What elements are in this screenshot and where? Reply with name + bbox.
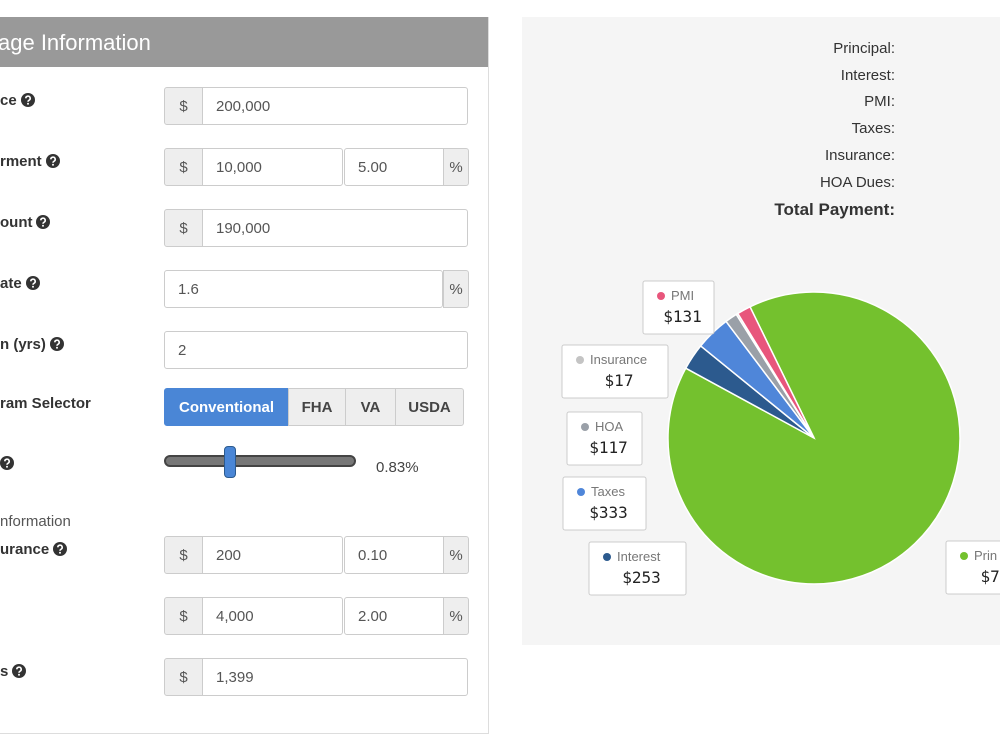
program-button[interactable]: Conventional: [164, 388, 289, 426]
pie-callout: Interest $253: [588, 541, 687, 596]
field-label: ce: [0, 90, 35, 110]
text-input[interactable]: 1.6: [164, 270, 443, 308]
help-icon[interactable]: [25, 276, 40, 290]
legend-dot: [657, 292, 665, 300]
field-label: ount: [0, 212, 51, 232]
pie-callout: Insurance $17: [561, 344, 669, 399]
section-title: nformation: [0, 513, 71, 530]
summary-label: Taxes:: [851, 120, 895, 137]
legend-dot: [576, 356, 584, 364]
label-text: rment: [0, 152, 42, 170]
form-panel: [0, 17, 489, 734]
text-input[interactable]: 190,000: [202, 209, 468, 247]
pie-callout: Taxes $333: [562, 476, 647, 531]
text-input[interactable]: 10,000: [202, 148, 343, 186]
summary-label: HOA Dues:: [819, 174, 895, 191]
input-prefix: $: [164, 148, 203, 186]
callout-box: [561, 344, 669, 399]
input-prefix: $: [164, 87, 203, 125]
pie-callout: PMI $131: [642, 280, 715, 335]
category-label: Taxes: [591, 484, 625, 499]
label-text: ount: [0, 213, 33, 231]
value-label: $17: [605, 371, 634, 390]
text-input[interactable]: 4,000: [202, 597, 343, 635]
help-icon[interactable]: [12, 664, 27, 678]
input-prefix: $: [164, 597, 203, 635]
input-prefix: $: [164, 536, 203, 574]
help-icon[interactable]: [20, 93, 35, 107]
input-suffix: %: [443, 270, 469, 308]
slider-value: 0.83%: [376, 459, 419, 476]
summary-total: Total Payment:: [774, 200, 895, 219]
legend-dot: [577, 488, 585, 496]
help-icon[interactable]: [0, 456, 14, 470]
help-icon[interactable]: [45, 154, 60, 168]
category-label: Prin: [974, 548, 997, 563]
legend-dot: [603, 553, 611, 561]
field-label: ate: [0, 273, 40, 293]
help-icon[interactable]: [49, 337, 64, 351]
label-text: ram Selector: [0, 394, 91, 412]
program-button[interactable]: USDA: [395, 388, 464, 426]
program-button[interactable]: VA: [345, 388, 396, 426]
label-text: ate: [0, 274, 22, 292]
value-label: $333: [589, 503, 628, 522]
label-text: n (yrs): [0, 335, 46, 353]
form-header: age Information: [0, 17, 488, 67]
legend-dot: [960, 552, 968, 560]
help-icon[interactable]: [53, 542, 68, 556]
label-text: ce: [0, 91, 17, 109]
summary-label: Interest:: [840, 67, 895, 84]
label-text: urance: [0, 540, 50, 558]
category-label: Insurance: [590, 352, 647, 367]
pie-slice: [736, 305, 815, 439]
field-label: rment: [0, 151, 60, 171]
pie-callout: Prin $7,: [945, 540, 1000, 595]
field-label: n (yrs): [0, 334, 64, 354]
value-label: $253: [622, 568, 661, 587]
program-button[interactable]: FHA: [288, 388, 346, 426]
field-label: urance: [0, 539, 68, 559]
input-suffix: %: [443, 148, 469, 186]
callout-box: [945, 540, 1000, 595]
category-label: Interest: [617, 549, 661, 564]
category-label: PMI: [671, 288, 694, 303]
help-icon[interactable]: [36, 215, 51, 229]
field-label: ram Selector: [0, 393, 91, 413]
pie-callout: HOA $117: [566, 411, 643, 466]
value-label: $117: [589, 438, 628, 457]
text-input[interactable]: 200,000: [202, 87, 468, 125]
field-label: s: [0, 661, 27, 681]
text-input[interactable]: 200: [202, 536, 343, 574]
input-prefix: $: [164, 658, 203, 696]
input-prefix: $: [164, 209, 203, 247]
legend-dot: [581, 423, 589, 431]
value-label: $7,: [981, 567, 1000, 586]
summary-label: PMI:: [864, 93, 895, 110]
value-label: $131: [663, 307, 702, 326]
summary-label: Insurance:: [824, 147, 895, 164]
text-input[interactable]: 2.00: [344, 597, 444, 635]
text-input[interactable]: 5.00: [344, 148, 444, 186]
slider-thumb[interactable]: [224, 446, 236, 478]
text-input[interactable]: 0.10: [344, 536, 444, 574]
slider-track[interactable]: [164, 455, 356, 467]
text-input[interactable]: 2: [164, 331, 468, 369]
input-suffix: %: [443, 536, 469, 574]
callout-box: [588, 541, 687, 596]
label-text: s: [0, 662, 9, 680]
field-label: [0, 453, 14, 473]
input-suffix: %: [443, 597, 469, 635]
category-label: HOA: [595, 419, 624, 434]
summary-label: Principal:: [833, 40, 895, 57]
text-input[interactable]: 1,399: [202, 658, 468, 696]
